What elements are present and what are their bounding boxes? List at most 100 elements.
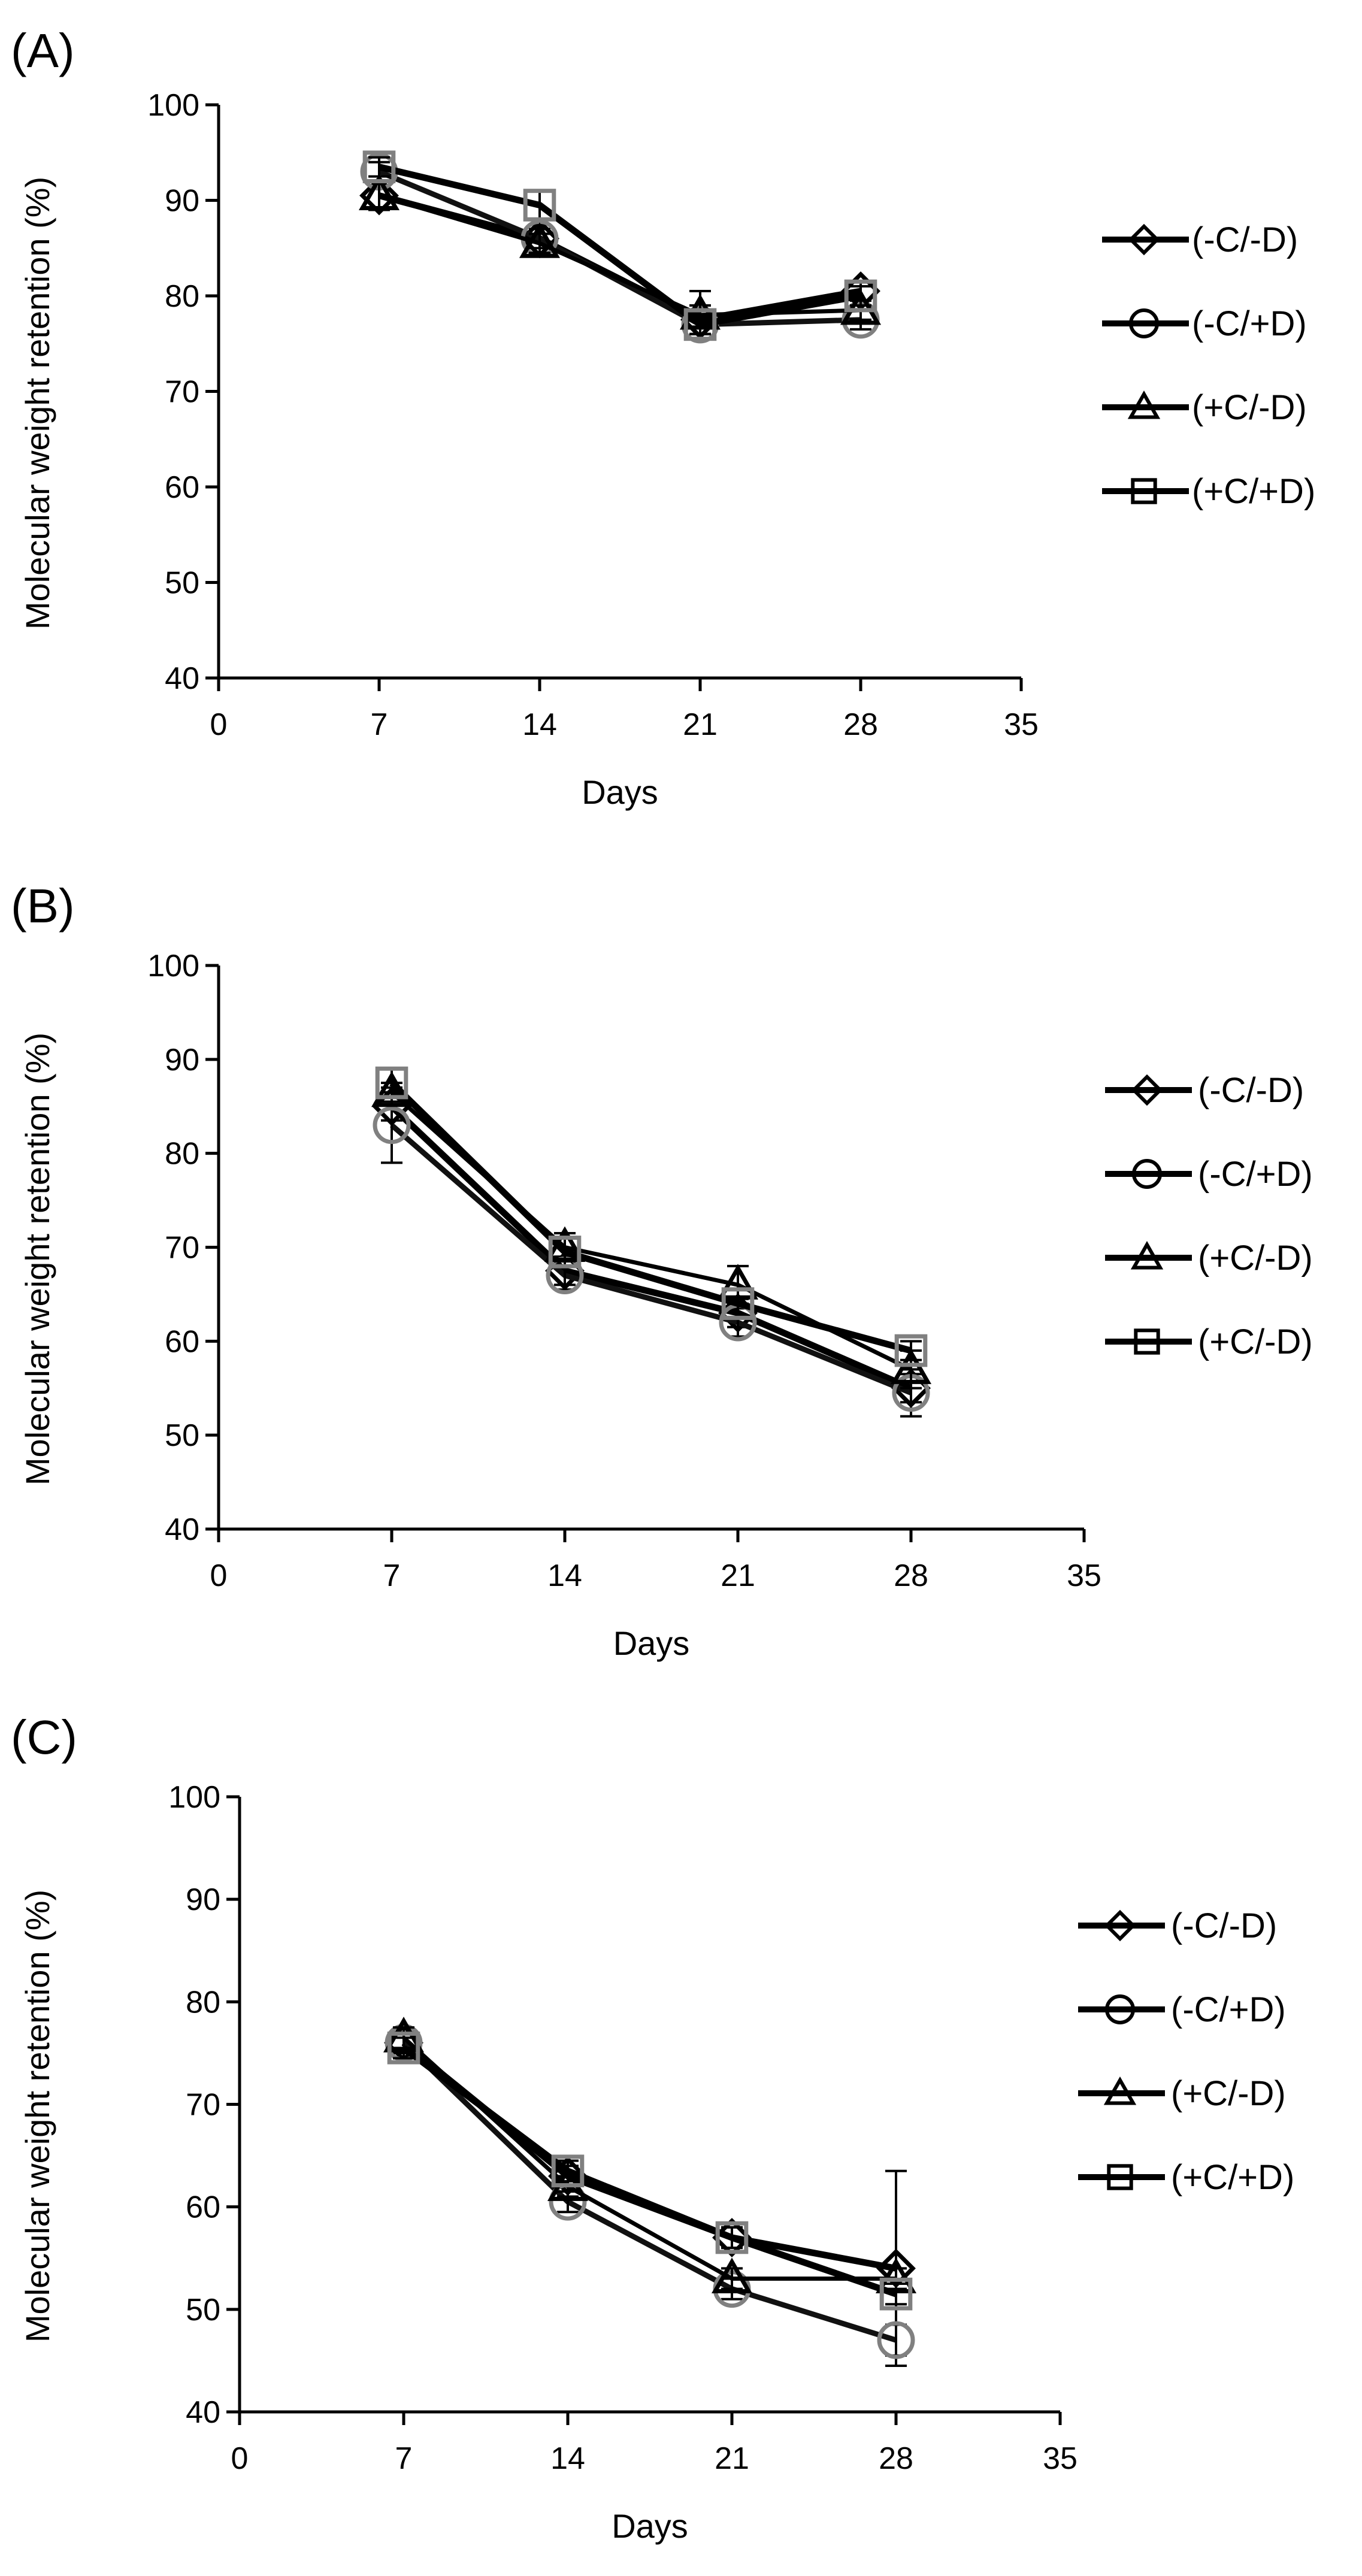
series-1	[372, 1086, 931, 1408]
y-tick-label: 90	[165, 1043, 199, 1077]
x-tick-label: 14	[522, 707, 557, 742]
legend-label: (+C/-D)	[1171, 2074, 1286, 2113]
series-1	[384, 2023, 916, 2367]
y-tick-label: 60	[165, 470, 199, 505]
y-tick-label: 70	[165, 375, 199, 410]
y-tick-label: 60	[165, 1324, 199, 1359]
data-point	[548, 1236, 582, 1269]
x-axis-title: Days	[612, 2507, 688, 2545]
legend-marker	[1127, 390, 1161, 419]
x-tick-label: 21	[721, 1558, 755, 1593]
legend-marker	[1105, 1994, 1135, 2024]
y-axis-title: Molecular weight retention (%)	[19, 1890, 56, 2342]
data-point	[358, 174, 400, 211]
legend-label: (-C/-D)	[1171, 1906, 1277, 1945]
x-tick-label: 28	[894, 1558, 928, 1593]
panel-b: (B) 40 50 60 70 80 90 100 0 7 14 21 28 35 Days Molecula…	[11, 879, 1313, 1662]
y-tick-label: 70	[165, 1231, 199, 1266]
panel-a: (A) 40 50 60 70 80 90 100 0 7 14 21 28 35 Days Molecula…	[11, 24, 1315, 811]
y-tick-label: 50	[165, 1418, 199, 1453]
legend-marker	[1131, 478, 1157, 504]
series-3	[371, 1071, 932, 1390]
y-tick-label: 40	[165, 1512, 199, 1547]
x-axis-title: Days	[582, 773, 658, 811]
y-axis-title: Molecular weight retention (%)	[19, 1033, 56, 1485]
series-line	[401, 2041, 897, 2343]
x-tick-label: 0	[210, 1558, 228, 1593]
y-tick-label: 90	[165, 184, 199, 219]
data-point	[519, 222, 561, 258]
x-tick-label: 7	[383, 1558, 401, 1593]
panel-c: (C) 40 50 60 70 80 90 100 0 7 14 21 28 35 Days Molecula…	[11, 1711, 1294, 2545]
x-tick-label: 7	[395, 2441, 413, 2476]
series-line	[378, 169, 861, 328]
series-4	[362, 150, 877, 341]
series-line	[378, 192, 861, 323]
series-3	[383, 2017, 917, 2293]
series-line	[389, 1080, 912, 1354]
x-tick-label: 7	[371, 707, 388, 742]
series-3	[358, 174, 882, 340]
y-tick-label: 100	[147, 949, 199, 983]
legend-marker	[1134, 1328, 1160, 1355]
x-tick-label: 0	[231, 2441, 249, 2476]
series-4	[387, 2032, 913, 2311]
y-tick-label: 40	[165, 661, 199, 696]
data-point	[523, 189, 556, 222]
y-tick-label: 40	[186, 2395, 220, 2430]
legend-marker	[1129, 308, 1159, 338]
y-tick-label: 70	[186, 2088, 220, 2123]
x-tick-label: 21	[683, 707, 718, 742]
data-point	[375, 1066, 408, 1100]
y-tick-label: 80	[165, 279, 199, 314]
x-tick-label: 0	[210, 707, 228, 742]
series-line	[401, 2045, 897, 2297]
series-2	[373, 1086, 930, 1418]
data-point	[359, 175, 399, 216]
y-tick-label: 80	[186, 1985, 220, 2020]
legend: (-C/-D) (-C/+D) (+C/-D) (+C/-D)	[1105, 1071, 1313, 1361]
legend-label: (-C/+D)	[1192, 304, 1307, 343]
legend-label: (+C/-D)	[1192, 388, 1307, 427]
data-point	[387, 2032, 420, 2065]
x-tick-label: 28	[843, 707, 878, 742]
data-point	[711, 2257, 753, 2293]
legend-label: (+C/-D)	[1198, 1239, 1313, 1278]
data-point	[879, 2277, 913, 2311]
series-line	[390, 1123, 912, 1396]
x-tick-label: 14	[550, 2441, 585, 2476]
data-point	[721, 1287, 755, 1320]
data-point	[551, 2154, 585, 2188]
x-tick-label: 21	[715, 2441, 749, 2476]
panel-label: (B)	[11, 879, 75, 933]
legend: (-C/-D) (-C/+D) (+C/-D) (+C/+D)	[1102, 220, 1315, 511]
panel-label: (C)	[11, 1711, 77, 1764]
y-axis-title: Molecular weight retention (%)	[19, 177, 56, 629]
legend-marker	[1132, 1159, 1162, 1189]
x-tick-label: 35	[1067, 1558, 1101, 1593]
data-point	[715, 2221, 749, 2254]
legend-marker	[1131, 1074, 1163, 1106]
series-line	[389, 1104, 913, 1391]
legend-label: (-C/-D)	[1192, 220, 1298, 259]
data-point	[683, 308, 717, 341]
data-point	[890, 1348, 932, 1384]
legend-label: (+C/-D)	[1198, 1322, 1313, 1361]
x-tick-label: 14	[547, 1558, 582, 1593]
legend-marker	[1130, 1240, 1164, 1270]
y-tick-label: 90	[186, 1882, 220, 1917]
data-point	[877, 2321, 915, 2359]
legend-label: (+C/+D)	[1192, 472, 1315, 511]
legend-label: (-C/+D)	[1198, 1155, 1313, 1194]
data-point	[362, 150, 396, 183]
legend-label: (-C/-D)	[1198, 1071, 1304, 1110]
y-tick-label: 50	[165, 566, 199, 601]
x-tick-label: 35	[1043, 2441, 1078, 2476]
series-4	[375, 1066, 928, 1367]
legend-marker	[1103, 2076, 1137, 2105]
data-point	[373, 1106, 411, 1145]
y-tick-label: 60	[186, 2190, 220, 2225]
legend-marker	[1104, 1909, 1136, 1942]
x-axis-title: Days	[613, 1624, 690, 1662]
